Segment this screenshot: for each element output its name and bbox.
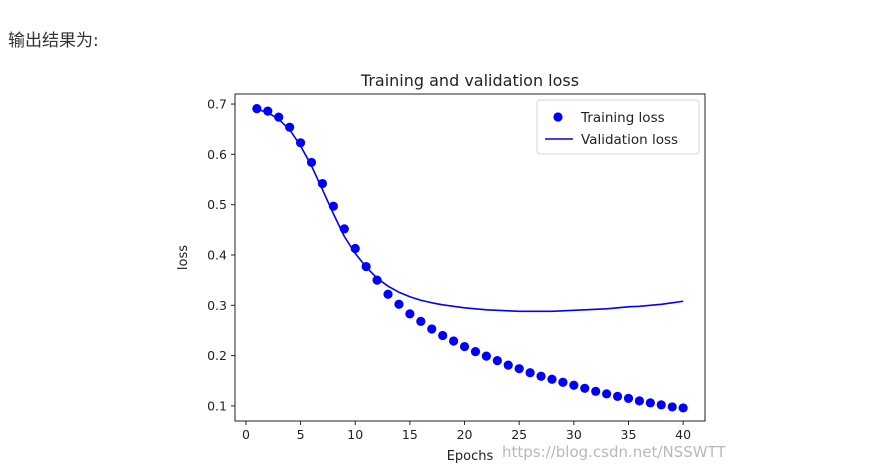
legend-training-marker [553,112,563,122]
training-loss-point [612,391,623,401]
training-loss-point [634,396,645,406]
training-loss-point [525,368,535,378]
training-loss-point [492,356,502,366]
training-loss-point [438,330,448,341]
legend-training-label: Training loss [580,110,665,126]
training-loss-point [416,316,426,326]
training-loss-point [372,275,382,285]
legend-box [536,99,700,155]
training-loss-point [645,398,655,408]
training-loss-point [470,346,481,357]
training-loss-point [405,309,415,319]
training-loss-point [427,324,437,334]
training-loss-point [569,380,579,390]
training-loss-point [295,138,306,148]
legend-validation-label: Validation loss [581,132,678,148]
y-tick-label: 0.7 [207,97,227,112]
training-loss-point [547,374,557,384]
x-tick-label: 5 [297,427,305,442]
training-loss-point [591,386,601,396]
training-loss-point [656,400,666,410]
watermark-text: https://blog.csdn.net/NSSWTT [502,443,726,461]
chart-title: Training and validation loss [360,71,579,90]
training-loss-point [383,289,393,299]
training-loss-point [394,299,404,309]
x-tick-label: 25 [511,427,527,442]
training-loss-point [536,371,546,381]
x-tick-label: 0 [242,427,250,442]
y-tick-label: 0.4 [207,247,227,262]
loss-chart-figure: 0 5 10 15 20 25 30 35 40 0.1 0.2 0.3 0.4 0.5 0.6 0.7 Tr… [170,62,770,468]
training-loss-point [623,393,634,403]
x-tick-label: 30 [566,427,582,442]
training-loss-point [459,341,470,352]
x-axis-label: Epochs [447,449,494,464]
training-loss-point [558,377,568,387]
y-tick-label: 0.6 [207,147,227,162]
y-tick-label: 0.5 [207,197,227,212]
y-tick-label: 0.3 [207,298,227,313]
training-loss-point [602,389,612,399]
validation-loss-line [256,108,684,313]
plot-area-frame [234,93,706,422]
x-tick-label: 15 [402,427,418,442]
training-loss-point [667,402,677,412]
x-tick-label: 10 [347,427,363,442]
training-loss-point [449,336,459,346]
x-tick-label: 35 [621,427,637,442]
training-loss-point [514,364,524,374]
caption-text: 输出结果为: [8,31,99,51]
y-axis-label: loss [176,245,191,270]
training-loss-point [252,103,262,114]
training-loss-point [274,112,284,122]
training-loss-point [503,360,513,370]
x-tick-label: 40 [675,427,691,442]
training-loss-point [481,351,491,361]
y-tick-label: 0.2 [207,348,227,363]
legend: Training loss Validation loss [536,99,700,155]
loss-chart: 0 5 10 15 20 25 30 35 40 0.1 0.2 0.3 0.4 0.5 0.6 0.7 Tr… [176,71,726,464]
y-tick-label: 0.1 [207,398,227,413]
x-tick-label: 20 [457,427,473,442]
training-loss-point [285,122,295,132]
training-loss-point [580,383,590,393]
training-loss-point [678,403,688,413]
